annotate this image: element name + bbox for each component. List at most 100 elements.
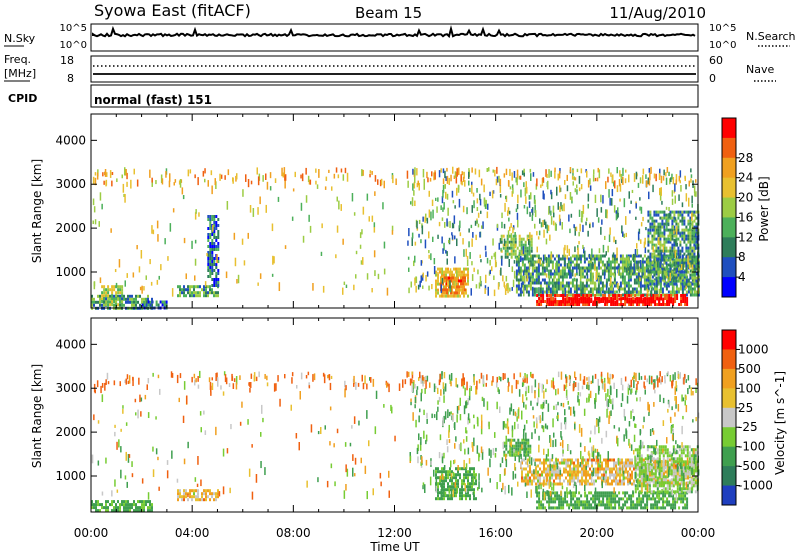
data-cell: [614, 500, 616, 503]
data-cell: [537, 471, 539, 474]
data-point: [674, 183, 676, 191]
data-point: [190, 169, 192, 173]
data-cell: [520, 294, 522, 297]
data-point: [538, 287, 540, 293]
data-cell: [681, 259, 683, 262]
data-cell: [663, 217, 665, 220]
data-cell: [213, 498, 215, 501]
data-cell: [659, 457, 661, 460]
data-cell: [459, 494, 461, 497]
data-cell: [604, 294, 606, 297]
data-cell: [127, 295, 129, 298]
data-cell: [534, 270, 536, 273]
data-cell: [513, 253, 515, 256]
data-point: [428, 250, 430, 253]
data-cell: [581, 480, 583, 483]
data-cell: [516, 273, 518, 276]
data-point: [562, 205, 564, 211]
data-cell: [632, 288, 634, 291]
data-cell: [207, 263, 209, 266]
data-cell: [536, 255, 538, 258]
data-cell: [590, 288, 592, 291]
data-cell: [561, 483, 563, 486]
data-cell: [458, 279, 460, 282]
data-cell: [600, 500, 602, 503]
data-cell: [651, 256, 653, 259]
data-cell: [631, 459, 633, 462]
data-cell: [558, 282, 560, 285]
data-point: [508, 181, 510, 187]
data-point: [414, 256, 416, 263]
data-cell: [681, 211, 683, 214]
data-cell: [448, 276, 450, 279]
data-cell: [588, 298, 590, 301]
data-cell: [572, 261, 574, 264]
data-point: [494, 170, 496, 177]
data-point: [616, 254, 618, 258]
data-cell: [659, 223, 661, 226]
data-cell: [572, 298, 574, 301]
data-cell: [647, 277, 649, 280]
data-cell: [571, 477, 573, 480]
data-cell: [562, 497, 564, 500]
data-point: [598, 168, 600, 173]
data-cell: [95, 500, 97, 503]
data-point: [392, 226, 394, 231]
data-cell: [213, 492, 215, 495]
data-cell: [209, 272, 211, 275]
data-point: [516, 276, 518, 280]
data-cell: [614, 497, 616, 500]
data-cell: [197, 495, 199, 498]
data-cell: [455, 268, 457, 271]
data-cell: [519, 241, 521, 244]
data-point: [655, 227, 657, 234]
data-point: [689, 181, 691, 187]
data-cell: [662, 298, 664, 301]
data-cell: [558, 494, 560, 497]
data-point: [279, 282, 281, 291]
data-cell: [599, 477, 601, 480]
data-cell: [669, 250, 671, 253]
data-point: [104, 172, 106, 176]
data-cell: [622, 497, 624, 500]
data-cell: [531, 238, 533, 241]
colorbar-tick-label: 24: [738, 171, 753, 185]
data-point: [434, 172, 436, 179]
data-point: [689, 263, 691, 269]
data-cell: [550, 261, 552, 264]
data-point: [112, 172, 114, 175]
data-cell: [648, 497, 650, 500]
data-point: [454, 236, 456, 240]
data-cell: [668, 500, 670, 503]
data-point: [519, 269, 521, 273]
data-point: [553, 213, 555, 218]
data-cell: [693, 280, 695, 283]
data-cell: [453, 274, 455, 277]
data-cell: [673, 465, 675, 468]
data-cell: [630, 294, 632, 297]
data-point: [648, 192, 650, 200]
data-cell: [566, 500, 568, 503]
data-cell: [569, 483, 571, 486]
data-cell: [608, 491, 610, 494]
data-cell: [451, 482, 453, 485]
data-cell: [518, 279, 520, 282]
freq-label-line2: [MHz]: [4, 67, 36, 80]
data-cell: [475, 497, 477, 500]
data-cell: [590, 298, 592, 301]
data-point: [569, 271, 571, 279]
data-cell: [618, 303, 620, 306]
data-cell: [526, 258, 528, 261]
data-point: [520, 190, 522, 198]
data-cell: [680, 497, 682, 500]
data-point: [125, 280, 127, 286]
data-point: [167, 256, 169, 261]
data-cell: [647, 265, 649, 268]
data-cell: [209, 233, 211, 236]
data-point: [608, 189, 610, 198]
data-point: [553, 206, 555, 214]
data-point: [530, 192, 532, 199]
data-cell: [675, 262, 677, 265]
data-cell: [649, 277, 651, 280]
